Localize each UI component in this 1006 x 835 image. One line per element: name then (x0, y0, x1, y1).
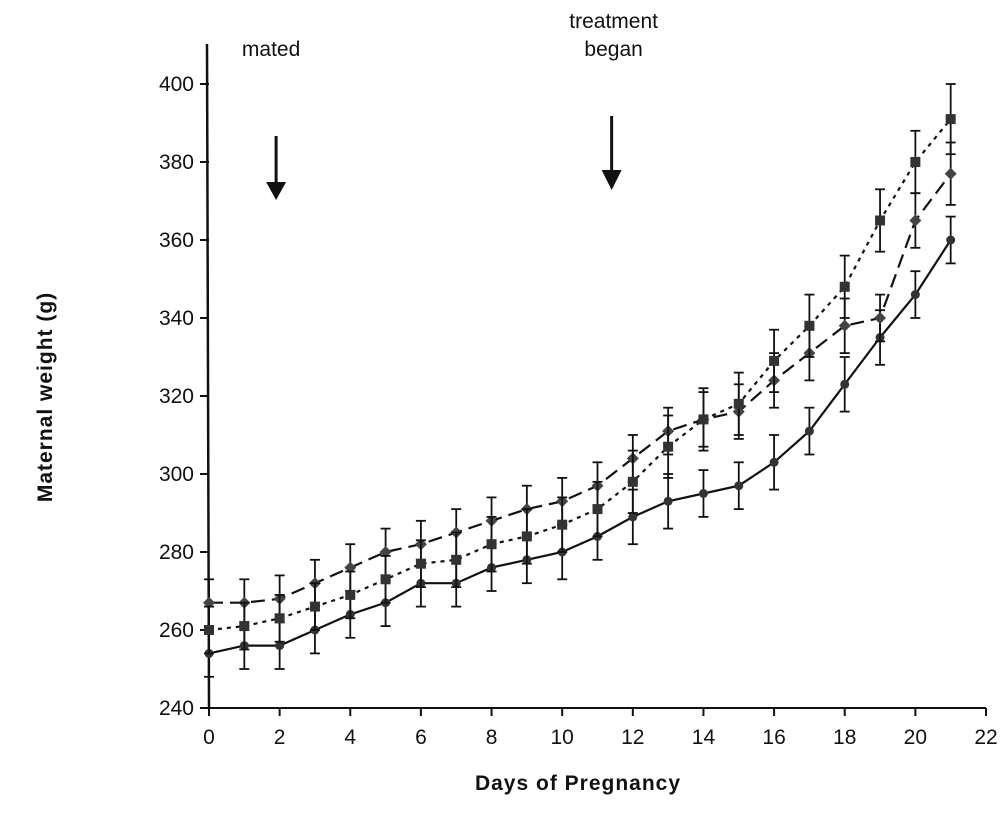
data-point-diamond (838, 319, 851, 332)
data-point-square (698, 414, 709, 425)
data-point-diamond (874, 312, 887, 324)
data-point-square (451, 554, 462, 565)
arrow-head-icon (601, 170, 622, 190)
data-point-diamond (909, 214, 922, 227)
y-tick-label: 340 (159, 307, 194, 330)
data-point-circle (628, 512, 638, 522)
series-1 (204, 215, 956, 678)
series-layer (203, 83, 957, 678)
x-tick-label: 22 (974, 726, 997, 749)
data-point-square (839, 281, 850, 292)
data-point-square (274, 613, 285, 624)
data-point-square (627, 476, 638, 487)
annotations: mated treatment began (242, 10, 658, 200)
x-tick-label: 8 (486, 726, 498, 749)
data-point-circle (804, 426, 814, 436)
x-tick-label: 18 (833, 726, 856, 749)
data-point-circle (698, 489, 708, 498)
data-point-square (592, 504, 603, 515)
y-tick-label: 300 (159, 463, 194, 486)
annotation-1: mated (242, 38, 300, 200)
y-axis-title: Maternal weight (g) (34, 292, 57, 502)
axes (205, 43, 986, 709)
y-tick-label: 400 (159, 73, 194, 96)
y-tick-label: 320 (159, 385, 194, 408)
data-point-square (769, 355, 780, 366)
data-point-square (309, 601, 320, 612)
data-point-circle (840, 379, 850, 389)
data-point-diamond (944, 167, 957, 180)
x-axis-title: Days of Pregnancy (475, 772, 681, 795)
series-3-line (208, 118, 952, 632)
x-tick-label: 2 (274, 726, 286, 749)
x-tick-label: 10 (551, 726, 574, 749)
y-tick-label: 240 (159, 697, 194, 720)
annotation-text-line1: mated (242, 38, 300, 61)
data-point-square (663, 441, 674, 452)
data-point-square (204, 625, 214, 635)
data-point-square (239, 621, 250, 632)
x-tick-label: 16 (762, 726, 785, 749)
y-tick-label: 380 (159, 151, 194, 174)
data-point-square (557, 519, 568, 530)
series-1-line (208, 239, 952, 655)
data-point-circle (734, 481, 744, 491)
series-3 (204, 83, 956, 655)
annotation-text-line2: began (584, 38, 642, 61)
x-tick-label: 6 (415, 726, 427, 749)
data-point-square (486, 539, 497, 550)
data-point-circle (275, 641, 285, 651)
annotation-text-line1: treatment (569, 10, 658, 33)
data-point-square (910, 157, 921, 167)
data-point-square (804, 320, 815, 331)
annotation-2: treatment began (569, 10, 658, 190)
y-tick-label: 360 (159, 229, 194, 252)
arrow-head-icon (266, 182, 287, 200)
y-tick-label: 260 (159, 619, 194, 642)
y-ticks: 240 260 280 300 320 340 360 380 400 (159, 73, 209, 720)
x-tick-label: 0 (203, 726, 215, 749)
data-point-square (345, 589, 356, 600)
data-point-square (733, 398, 744, 409)
data-point-circle (946, 235, 956, 245)
data-point-circle (910, 290, 920, 300)
x-ticks: 0 2 4 6 8 10 12 14 16 18 20 22 (203, 708, 998, 749)
data-point-square (521, 531, 532, 542)
x-tick-label: 12 (621, 726, 644, 749)
x-tick-label: 20 (904, 726, 927, 749)
series-2-line (209, 173, 952, 604)
data-point-square (380, 574, 391, 585)
y-tick-label: 280 (159, 541, 194, 564)
data-point-square (415, 558, 426, 569)
data-point-square (945, 114, 956, 125)
data-point-circle (663, 496, 673, 506)
data-point-circle (769, 457, 779, 467)
data-point-square (875, 215, 886, 226)
x-tick-label: 14 (692, 726, 716, 749)
x-tick-label: 4 (344, 726, 356, 749)
